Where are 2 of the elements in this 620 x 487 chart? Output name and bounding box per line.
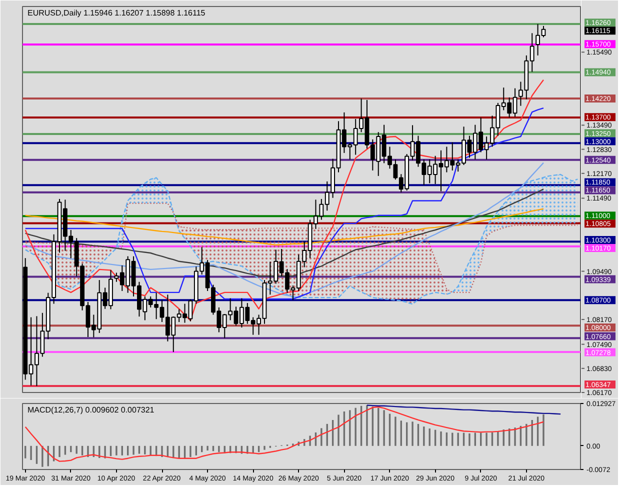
chart-title: MACD(12,26,7) 0.009602 0.007321 <box>28 406 155 414</box>
chart-title: EURUSD,Daily 1.15946 1.16207 1.15898 1.16115 <box>28 8 206 18</box>
